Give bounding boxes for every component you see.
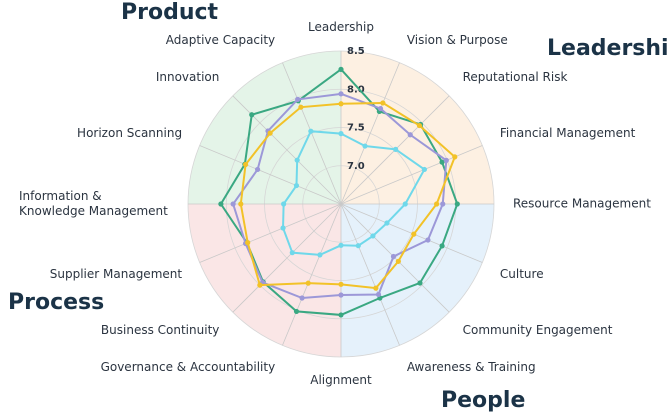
spoke bbox=[340, 62, 400, 205]
data-point bbox=[245, 240, 251, 246]
data-point bbox=[338, 292, 344, 298]
axis-label: Resource Management bbox=[513, 196, 651, 211]
data-point bbox=[338, 312, 344, 318]
r-tick-label: 8.0 bbox=[347, 84, 365, 95]
data-point bbox=[338, 66, 344, 72]
data-point bbox=[299, 295, 305, 301]
axis-label: Financial Management bbox=[499, 126, 636, 141]
data-point bbox=[452, 154, 458, 160]
data-point bbox=[242, 161, 249, 168]
spoke bbox=[199, 203, 342, 263]
data-point bbox=[289, 250, 295, 256]
data-point bbox=[421, 166, 427, 173]
axis-label: Vision & Purpose bbox=[406, 33, 508, 48]
axis-label: Business Continuity bbox=[100, 322, 220, 337]
spoke bbox=[232, 203, 342, 313]
axis-label: Horizon Scanning bbox=[77, 126, 183, 141]
data-point bbox=[370, 233, 376, 239]
data-point bbox=[249, 112, 255, 118]
data-point bbox=[338, 131, 344, 137]
data-point bbox=[238, 201, 244, 207]
axis-label: Leadership bbox=[308, 20, 374, 34]
data-point bbox=[257, 282, 263, 288]
data-point bbox=[440, 201, 446, 207]
data-point bbox=[417, 280, 423, 286]
spoke bbox=[340, 203, 400, 346]
axis-label: Information & Knowledge Management bbox=[19, 189, 168, 218]
r-tick-label: 7.0 bbox=[347, 161, 365, 172]
data-point bbox=[281, 201, 287, 207]
axis-label: Awareness & Training bbox=[406, 359, 536, 374]
data-point bbox=[416, 122, 423, 129]
data-point bbox=[395, 258, 401, 264]
group-label: Process bbox=[8, 290, 105, 315]
data-point bbox=[411, 231, 417, 237]
data-point bbox=[355, 243, 361, 249]
spoke bbox=[282, 203, 342, 346]
axis-label: Reputational Risk bbox=[462, 70, 568, 85]
data-point bbox=[443, 157, 449, 163]
spoke bbox=[340, 145, 483, 205]
data-point bbox=[305, 280, 311, 286]
data-point bbox=[230, 201, 236, 207]
data-point bbox=[317, 252, 323, 258]
data-point bbox=[218, 201, 224, 207]
axis-label: Culture bbox=[499, 266, 544, 281]
data-point bbox=[295, 96, 301, 102]
data-point bbox=[373, 285, 379, 291]
data-point bbox=[280, 225, 286, 231]
data-point bbox=[425, 237, 431, 243]
data-point bbox=[402, 201, 408, 207]
data-point bbox=[338, 242, 344, 248]
r-tick-label: 8.5 bbox=[347, 46, 365, 57]
group-label: Leadership bbox=[547, 36, 670, 61]
data-point bbox=[293, 182, 300, 189]
data-point bbox=[375, 291, 382, 298]
data-point bbox=[377, 105, 384, 112]
data-point bbox=[454, 201, 460, 207]
axis-label: Innovation bbox=[155, 70, 220, 85]
spoke bbox=[199, 145, 342, 205]
data-point bbox=[294, 157, 300, 163]
data-point bbox=[338, 91, 344, 97]
data-point bbox=[384, 220, 390, 226]
data-point bbox=[393, 146, 399, 152]
data-point bbox=[298, 104, 304, 110]
axis-label: Alignment bbox=[310, 373, 372, 387]
data-point bbox=[390, 253, 397, 260]
data-point bbox=[439, 159, 445, 165]
group-label: Product bbox=[121, 0, 219, 25]
data-point bbox=[362, 143, 368, 149]
data-point bbox=[434, 201, 440, 207]
group-label: People bbox=[441, 388, 526, 413]
data-point bbox=[338, 101, 344, 107]
axis-label: Adaptive Capacity bbox=[165, 33, 276, 48]
data-point bbox=[308, 128, 314, 134]
data-point bbox=[380, 100, 386, 106]
data-point bbox=[255, 166, 261, 173]
axis-label: Community Engagement bbox=[462, 322, 613, 337]
r-tick-label: 7.5 bbox=[347, 123, 365, 134]
data-point bbox=[407, 132, 413, 138]
data-point bbox=[439, 243, 445, 249]
data-point bbox=[267, 130, 273, 136]
axis-label: Governance & Accountability bbox=[100, 359, 276, 374]
axis-label: Supplier Management bbox=[49, 266, 183, 281]
data-point bbox=[338, 281, 344, 287]
data-point bbox=[293, 308, 300, 315]
